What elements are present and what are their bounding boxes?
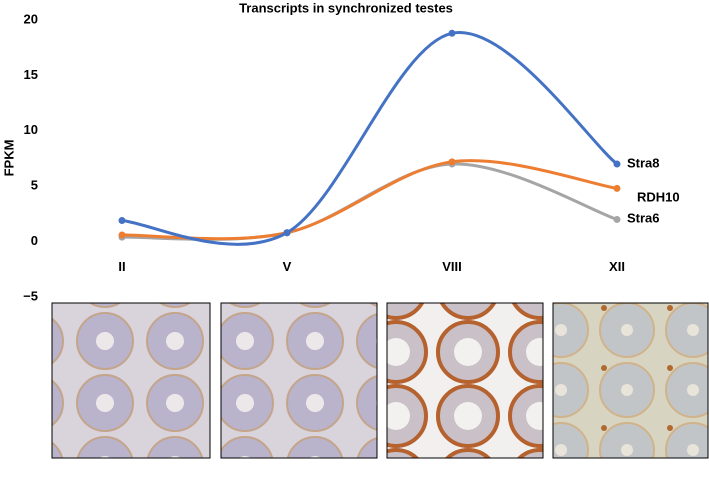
data-point bbox=[448, 158, 456, 166]
data-point bbox=[613, 160, 621, 168]
y-axis-label: FPKM bbox=[1, 140, 16, 177]
micrograph bbox=[51, 302, 211, 459]
series-line bbox=[121, 159, 618, 241]
micrograph bbox=[220, 302, 378, 459]
micrograph bbox=[552, 302, 709, 459]
data-point bbox=[118, 231, 126, 239]
y-tick-label: 20 bbox=[24, 11, 38, 26]
series-label: Stra8 bbox=[627, 155, 660, 170]
y-tick-label: 0 bbox=[31, 233, 38, 248]
x-tick-label: XII bbox=[609, 259, 625, 274]
chart-title: Transcripts in synchronized testes bbox=[239, 0, 453, 15]
x-tick-label: V bbox=[283, 259, 292, 274]
x-tick-label: VIII bbox=[442, 259, 462, 274]
data-point bbox=[448, 29, 456, 37]
series-label: RDH10 bbox=[637, 189, 680, 204]
series-line bbox=[121, 31, 618, 246]
data-point bbox=[118, 217, 126, 225]
y-tick-label: 5 bbox=[31, 178, 38, 193]
y-tick-label: −5 bbox=[23, 288, 38, 303]
micrograph bbox=[386, 302, 544, 459]
data-point bbox=[613, 215, 621, 223]
y-tick-label: 10 bbox=[24, 122, 38, 137]
data-point bbox=[283, 229, 291, 237]
series-line bbox=[121, 162, 618, 241]
data-point bbox=[613, 184, 621, 192]
series-label: Stra6 bbox=[627, 210, 660, 225]
x-tick-label: II bbox=[118, 259, 125, 274]
y-tick-label: 15 bbox=[24, 67, 38, 82]
micrographs bbox=[51, 302, 709, 459]
